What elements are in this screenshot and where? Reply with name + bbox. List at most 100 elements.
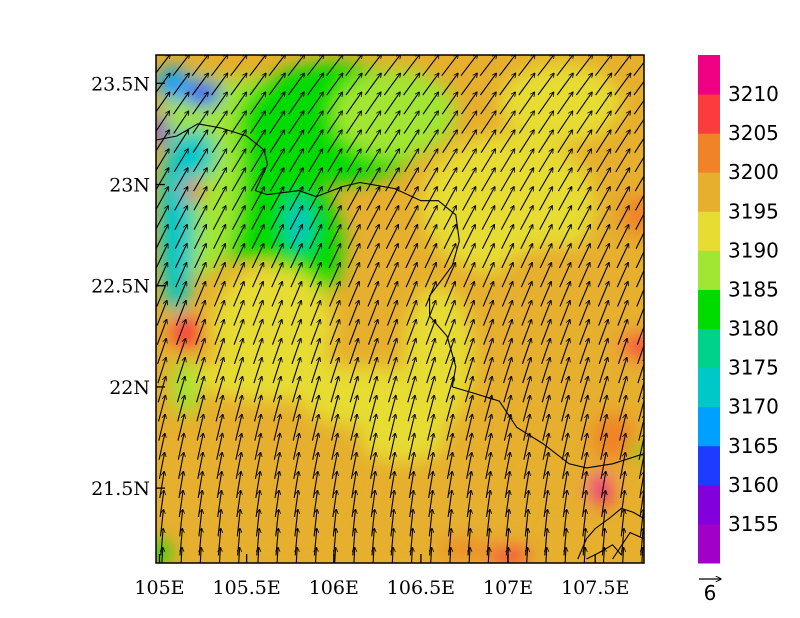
wind-vector-21 <box>556 55 573 77</box>
wind-vector-1 <box>172 55 189 77</box>
wind-vector-272 <box>386 244 399 269</box>
wind-vector-385 <box>559 319 570 345</box>
wind-vector-250 <box>462 225 475 250</box>
wind-vector-680 <box>238 548 240 563</box>
wind-vector-119 <box>442 130 458 153</box>
wind-vector-143 <box>404 149 419 173</box>
wind-vector-698 <box>584 548 586 563</box>
wind-vector-700 <box>622 548 624 563</box>
wind-vector-273 <box>405 244 418 269</box>
wind-vector-509 <box>446 414 453 441</box>
wind-vector-218 <box>347 206 361 230</box>
wind-vector-166 <box>346 168 361 192</box>
wind-vector-76 <box>614 92 630 115</box>
wind-vector-404 <box>425 338 435 365</box>
wind-vector-339 <box>175 300 186 326</box>
wind-vector-78 <box>156 111 170 133</box>
wind-vector-263 <box>213 244 226 269</box>
wind-vector-323 <box>367 282 378 307</box>
boundary-line-3 <box>612 531 644 560</box>
wind-vector-554 <box>312 452 318 480</box>
wind-vector-368 <box>233 319 243 345</box>
wind-vector-561 <box>446 452 452 480</box>
wind-vector-151 <box>557 149 572 173</box>
wind-vector-332 <box>540 282 551 307</box>
wind-vector-270 <box>347 244 360 269</box>
y-tick-label-2: 22.5N <box>91 276 150 298</box>
wind-vector-145 <box>442 149 457 173</box>
wind-vector-241 <box>289 225 302 250</box>
wind-vector-370 <box>271 319 282 345</box>
colorbar: 3155 3160 3165 3170 3175 3180 3185 3190 3195 3200… <box>698 55 779 564</box>
wind-vector-541 <box>561 433 568 460</box>
wind-vector-372 <box>310 319 320 345</box>
wind-vector-487 <box>522 395 530 422</box>
wind-vector-507 <box>407 414 414 441</box>
wind-vector-153 <box>596 149 611 173</box>
wind-vector-13 <box>402 55 419 77</box>
wind-vector-553 <box>293 452 299 480</box>
wind-vector-3 <box>210 55 227 77</box>
wind-vector-470 <box>196 395 204 422</box>
wind-vector-246 <box>385 225 398 250</box>
wind-vector-351 <box>406 300 417 326</box>
wind-vector-285 <box>635 244 644 269</box>
wind-vector-215 <box>289 206 303 230</box>
wind-vector-689 <box>411 548 413 563</box>
wind-vector-156 <box>156 168 169 191</box>
wind-vector-519 <box>638 414 644 441</box>
wind-vector-31 <box>249 73 266 96</box>
wind-vector-128 <box>615 130 631 153</box>
wind-vector-2 <box>191 55 208 77</box>
wind-vector-516 <box>580 414 587 441</box>
colorbar-label-2: 3165 <box>728 434 779 458</box>
wind-vector-12 <box>383 55 400 77</box>
wind-vector-137 <box>288 149 303 173</box>
wind-vector-543 <box>600 433 607 460</box>
wind-vector-220 <box>385 206 399 230</box>
wind-vector-406 <box>464 338 474 365</box>
wind-vector-65 <box>403 92 419 115</box>
wind-vector-290 <box>232 263 244 288</box>
wind-vector-277 <box>482 244 495 269</box>
wind-vector-418 <box>195 357 204 384</box>
wind-vector-384 <box>540 319 550 345</box>
wind-vector-244 <box>347 225 360 250</box>
wind-vector-45 <box>518 73 535 96</box>
wind-vector-104 <box>156 130 170 152</box>
wind-vector-412 <box>579 338 589 365</box>
wind-vector-463 <box>560 376 569 403</box>
wind-vector-590 <box>504 471 509 499</box>
wind-vector-453 <box>368 376 377 403</box>
wind-vector-581 <box>332 471 337 499</box>
wind-vector-524 <box>235 433 242 460</box>
wind-vector-114 <box>346 130 362 153</box>
wind-vector-546 <box>158 452 164 480</box>
wind-vector-486 <box>503 395 511 422</box>
wind-vector-446 <box>234 376 243 403</box>
wind-vector-410 <box>541 338 551 365</box>
wind-vector-477 <box>330 395 338 422</box>
wind-vector-205 <box>596 187 610 211</box>
colorbar-label-3: 3170 <box>728 395 779 419</box>
wind-vector-415 <box>637 338 644 365</box>
wind-vector-497 <box>215 414 222 441</box>
wind-vector-361 <box>598 300 609 326</box>
wind-vector-542 <box>580 433 588 460</box>
colorbar-label-6: 3185 <box>728 277 779 301</box>
wind-vector-556 <box>350 452 356 480</box>
wind-vector-390 <box>157 338 167 365</box>
wind-vector-577 <box>255 471 260 499</box>
wind-vector-38 <box>383 73 400 96</box>
wind-vector-174 <box>500 168 515 192</box>
wind-vector-57 <box>249 92 265 115</box>
wind-vector-444 <box>196 376 205 403</box>
x-tick-label-0: 105E <box>134 577 184 599</box>
wind-vector-85 <box>288 111 304 134</box>
wind-vector-523 <box>216 433 223 460</box>
wind-vector-39 <box>403 73 420 96</box>
wind-vector-79 <box>173 111 189 134</box>
wind-vector-500 <box>273 414 280 441</box>
wind-vector-22 <box>575 55 592 77</box>
wind-vector-423 <box>291 357 300 384</box>
